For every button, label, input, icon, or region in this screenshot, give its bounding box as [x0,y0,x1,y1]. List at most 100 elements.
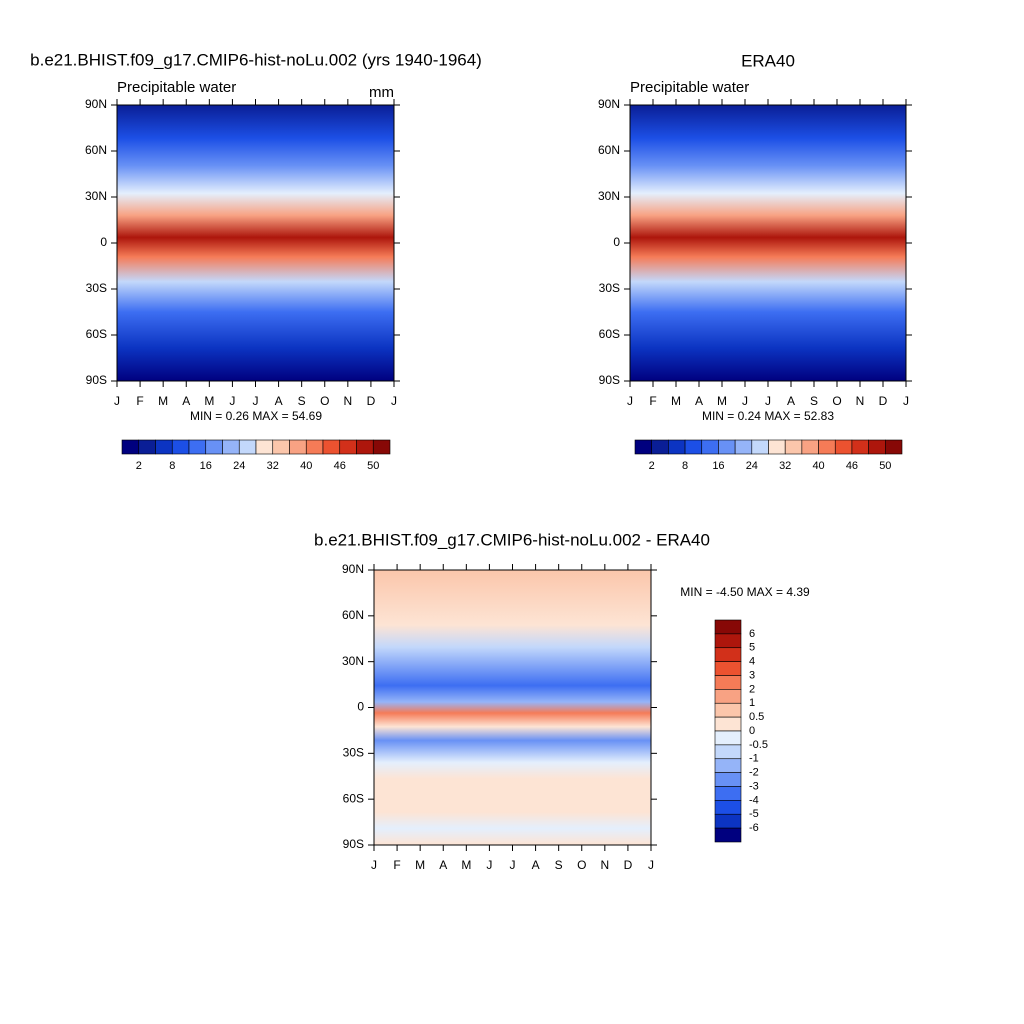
x-tick-label: A [695,394,703,408]
y-tick-label: 30N [85,189,107,203]
colorbar-box [714,800,742,815]
colorbar-box [714,661,742,676]
colorbar-box [255,439,274,455]
x-tick-label: M [204,394,214,408]
x-tick-label: M [415,858,425,872]
y-tick-label: 0 [613,235,620,249]
colorbar-box [714,730,742,746]
x-tick-label: A [787,394,795,408]
units: mm [369,84,394,101]
x-tick-label: J [903,394,909,408]
x-tick-label: M [671,394,681,408]
colorbar-label: 6 [749,628,755,640]
y-tick-label: 30N [342,654,364,668]
colorbar-box [714,702,742,718]
colorbar-label: 46 [846,460,858,472]
colorbar-label: -6 [749,822,759,834]
colorbar-label: 1 [749,697,755,709]
y-tick-label: 60N [85,143,107,157]
y-tick-label: 0 [100,235,107,249]
colorbar-label: 50 [879,460,891,472]
y-tick-label: 30S [86,281,107,295]
colorbar-box [272,439,290,455]
colorbar-label: 0.5 [749,711,764,723]
colorbar-label: 4 [749,656,755,668]
colorbar-box [784,439,803,455]
x-tick-label: J [253,394,259,408]
colorbar-label: 0 [749,725,755,737]
colorbar-label: 40 [300,460,312,472]
y-tick-label: 90S [86,373,107,387]
colorbar-label: -2 [749,767,759,779]
x-tick-label: A [182,394,190,408]
colorbar-label: 50 [367,460,379,472]
colorbar-label: -1 [749,753,759,765]
y-tick-label: 60S [343,791,364,805]
colorbar-box [714,633,742,649]
colorbar-label: -4 [749,794,759,806]
colorbar-label: 2 [649,460,655,472]
chart-title: b.e21.BHIST.f09_g17.CMIP6-hist-noLu.002 … [314,530,710,549]
colorbar-box [751,439,769,455]
colorbar-box [818,439,836,455]
x-tick-label: O [832,394,841,408]
colorbar-box [372,439,391,455]
x-tick-label: N [856,394,865,408]
colorbar-box [718,439,736,455]
colorbar-box [714,758,742,773]
y-tick-label: 60S [86,327,107,341]
field [117,105,394,381]
x-tick-label: N [343,394,352,408]
stats: MIN = 0.24 MAX = 52.83 [702,409,834,423]
y-tick-label: 60N [598,143,620,157]
colorbar-box [868,439,886,455]
chart-title: b.e21.BHIST.f09_g17.CMIP6-hist-noLu.002 … [30,50,482,69]
colorbar-label: -0.5 [749,739,768,751]
y-tick-label: 90S [599,373,620,387]
colorbar-box [851,439,869,455]
x-tick-label: J [371,858,377,872]
y-tick-label: 90N [342,562,364,576]
stats: MIN = -4.50 MAX = 4.39 [680,585,810,599]
chart-title: ERA40 [741,51,795,70]
colorbar-box [171,439,190,455]
colorbar-box [138,439,156,455]
x-tick-label: D [624,858,633,872]
colorbar-box [651,439,669,455]
x-tick-label: J [765,394,771,408]
colorbar-label: 32 [779,460,791,472]
colorbar-label: 16 [712,460,724,472]
colorbar-box [684,439,703,455]
colorbar-label: 2 [136,460,142,472]
y-tick-label: 30N [598,189,620,203]
x-tick-label: S [298,394,306,408]
colorbar-label: 24 [233,460,245,472]
colorbar-box [714,689,742,704]
colorbar-box [801,439,819,455]
colorbar-box [834,439,853,455]
colorbar-label: 16 [200,460,212,472]
x-tick-label: N [600,858,609,872]
x-tick-label: O [320,394,329,408]
colorbar-label: 8 [169,460,175,472]
colorbar-box [714,675,742,690]
x-tick-label: S [555,858,563,872]
colorbar-box [205,439,223,455]
y-tick-label: 0 [357,700,364,714]
y-tick-label: 90S [343,837,364,851]
colorbar-label: 8 [682,460,688,472]
x-tick-label: D [367,394,376,408]
colorbar-box [714,647,742,662]
x-tick-label: M [717,394,727,408]
colorbar-label: -3 [749,780,759,792]
field [374,570,651,845]
x-tick-label: J [648,858,654,872]
subtitle: Precipitable water [117,79,236,96]
colorbar-label: -5 [749,808,759,820]
stats: MIN = 0.26 MAX = 54.69 [190,409,322,423]
x-tick-label: A [532,858,540,872]
x-tick-label: M [158,394,168,408]
colorbar-label: 2 [749,683,755,695]
x-tick-label: J [742,394,748,408]
